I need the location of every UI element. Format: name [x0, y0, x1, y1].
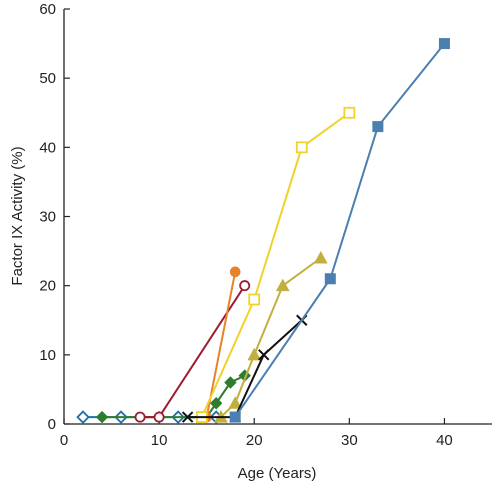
series-3 — [134, 280, 251, 423]
data-point — [95, 410, 109, 424]
series-6 — [214, 250, 328, 423]
data-point — [295, 141, 308, 154]
data-point — [229, 411, 241, 423]
data-point — [134, 411, 146, 423]
data-point — [224, 376, 237, 389]
x-axis-title: Age (Years) — [238, 465, 317, 482]
y-tick-label: 20 — [39, 278, 56, 295]
y-tick-label: 30 — [39, 209, 56, 226]
y-tick-label: 60 — [39, 1, 56, 18]
data-point — [229, 266, 241, 278]
x-tick-label: 30 — [341, 432, 358, 449]
x-tick-label: 0 — [60, 432, 68, 449]
y-tick-label: 0 — [48, 416, 56, 433]
data-point — [76, 410, 90, 424]
data-point — [313, 250, 328, 264]
series-8 — [229, 38, 450, 423]
data-point — [247, 347, 262, 361]
axes: 0 10 20 30 40 50 60 0 10 20 30 40 — [39, 1, 492, 449]
data-point — [228, 396, 243, 409]
data-point — [372, 121, 384, 133]
series-line — [220, 257, 322, 418]
series-line — [234, 42, 446, 418]
data-point — [438, 38, 450, 50]
series-layer — [76, 38, 450, 424]
series-5 — [196, 106, 356, 423]
x-tick-label: 10 — [151, 432, 168, 449]
data-point — [181, 411, 194, 423]
series-line — [205, 271, 237, 418]
data-point — [153, 411, 165, 423]
data-point — [275, 278, 290, 292]
series-line — [200, 111, 350, 418]
data-point — [343, 106, 356, 119]
data-point — [239, 280, 251, 292]
data-point — [324, 273, 336, 285]
series-7 — [181, 314, 308, 423]
y-tick-label: 40 — [39, 139, 56, 156]
y-tick-label: 10 — [39, 347, 56, 364]
data-point — [209, 397, 223, 410]
x-tick-label: 20 — [246, 432, 263, 449]
data-point — [248, 293, 261, 306]
y-tick-label: 50 — [39, 70, 56, 87]
series-line — [187, 319, 303, 419]
y-axis-title: Factor IX Activity (%) — [9, 146, 26, 285]
x-tick-label: 40 — [436, 432, 453, 449]
data-point — [258, 349, 270, 361]
